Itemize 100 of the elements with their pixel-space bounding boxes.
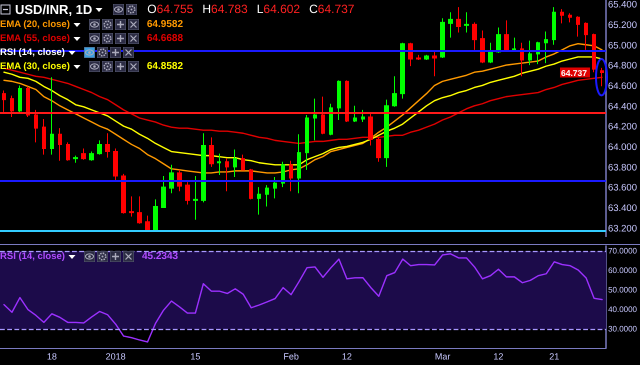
y-tick-label: 30.0000 <box>608 324 638 334</box>
x-tick-label: 12 <box>342 352 352 362</box>
candlestick <box>416 54 421 61</box>
candlestick <box>568 12 572 23</box>
text: RSI (14, close) <box>0 250 65 262</box>
candlestick <box>185 182 190 205</box>
candlestick <box>345 80 349 123</box>
candlestick <box>193 175 198 220</box>
y-tick-label: 65.000 <box>608 40 638 52</box>
candlestick <box>488 42 493 64</box>
y-tick-label: 63.400 <box>608 203 638 214</box>
candlestick <box>392 76 397 108</box>
x-tick-label: 12 <box>493 352 504 362</box>
x-tick-label: 15 <box>190 352 200 362</box>
x-tick-label: Feb <box>283 352 299 362</box>
candlestick <box>432 50 437 77</box>
candlestick <box>249 168 253 200</box>
candlestick <box>376 136 381 162</box>
candlestick <box>329 103 333 136</box>
y-tick-label: 70.0000 <box>608 246 638 256</box>
candlestick <box>66 142 70 162</box>
candlestick <box>73 155 78 164</box>
candlestick <box>297 134 301 194</box>
candlestick <box>145 215 150 230</box>
y-tick-label: 60.0000 <box>608 266 638 276</box>
text: EMA (20, close) <box>0 18 70 30</box>
candlestick <box>281 161 285 188</box>
candlestick <box>26 86 30 118</box>
y-tick-label: 64.200 <box>608 122 638 133</box>
annotation: C64.737 <box>309 2 354 16</box>
candlestick <box>440 18 445 58</box>
candlestick <box>58 128 62 162</box>
candlestick <box>121 173 126 214</box>
candlestick <box>305 114 309 170</box>
annotation: 64.737 <box>560 68 588 78</box>
y-tick-label: 40.0000 <box>608 305 638 314</box>
candlestick <box>265 184 269 207</box>
candlestick <box>504 20 509 50</box>
y-tick-label: 65.400 <box>608 0 638 11</box>
candlestick <box>480 30 485 64</box>
chart-title: USD/INR, 1D <box>15 2 92 16</box>
y-tick-label: 63.800 <box>608 162 638 174</box>
candlestick <box>113 148 118 181</box>
x-tick-label: Mar <box>434 352 450 362</box>
candlestick <box>584 22 588 50</box>
candlestick <box>241 154 245 170</box>
y-tick-label: 63.600 <box>608 182 638 194</box>
candlestick <box>384 99 389 168</box>
annotation: O64.755 <box>147 2 194 16</box>
candlestick <box>129 196 134 218</box>
candlestick <box>464 12 469 34</box>
annotation: 64.9582 <box>146 18 184 30</box>
candlestick <box>552 6 556 46</box>
candlestick <box>97 140 102 156</box>
y-tick-label: 64.000 <box>608 142 638 153</box>
candlestick <box>18 84 22 114</box>
candlestick <box>201 132 206 203</box>
x-tick-label: 18 <box>46 352 57 362</box>
x-tick-label: 2018 <box>106 352 126 362</box>
y-tick-label: 63.200 <box>608 223 638 234</box>
candlestick <box>448 12 453 38</box>
candlestick <box>361 109 365 123</box>
annotation: 45.2343 <box>142 250 178 262</box>
candlestick <box>472 22 477 50</box>
candlestick <box>337 80 341 121</box>
candlestick <box>209 136 214 168</box>
candlestick <box>50 76 54 156</box>
candlestick <box>456 6 461 34</box>
y-tick-label: 64.400 <box>608 101 638 112</box>
x-tick-label: 21 <box>549 352 560 362</box>
annotation: 64.8582 <box>146 60 184 72</box>
candlestick <box>225 158 229 192</box>
candlestick <box>42 118 46 156</box>
y-tick-label: 65.200 <box>608 20 638 31</box>
candlestick <box>512 37 516 52</box>
candlestick <box>368 112 373 146</box>
candlestick <box>560 8 564 24</box>
y-tick-label: 64.600 <box>608 80 638 92</box>
candlestick <box>313 98 317 141</box>
candlestick <box>528 40 532 66</box>
candlestick <box>400 42 405 100</box>
text: EMA (55, close) <box>0 32 70 44</box>
candlestick <box>153 198 158 232</box>
candlestick <box>217 153 221 176</box>
candlestick <box>233 149 237 178</box>
candlestick <box>576 16 580 38</box>
candlestick <box>89 151 94 162</box>
candlestick <box>161 175 166 208</box>
y-tick-label: 50.0000 <box>608 286 638 295</box>
candlestick <box>34 109 38 143</box>
candlestick <box>257 186 261 216</box>
candlestick <box>2 90 6 112</box>
candlestick <box>353 105 357 123</box>
y-tick-label: 64.800 <box>608 60 638 72</box>
candlestick <box>592 33 596 73</box>
candlestick <box>137 196 142 224</box>
annotation: H64.783 <box>202 2 248 16</box>
candlestick <box>81 148 86 160</box>
candlestick <box>424 54 429 61</box>
annotation: 64.6688 <box>146 32 184 44</box>
